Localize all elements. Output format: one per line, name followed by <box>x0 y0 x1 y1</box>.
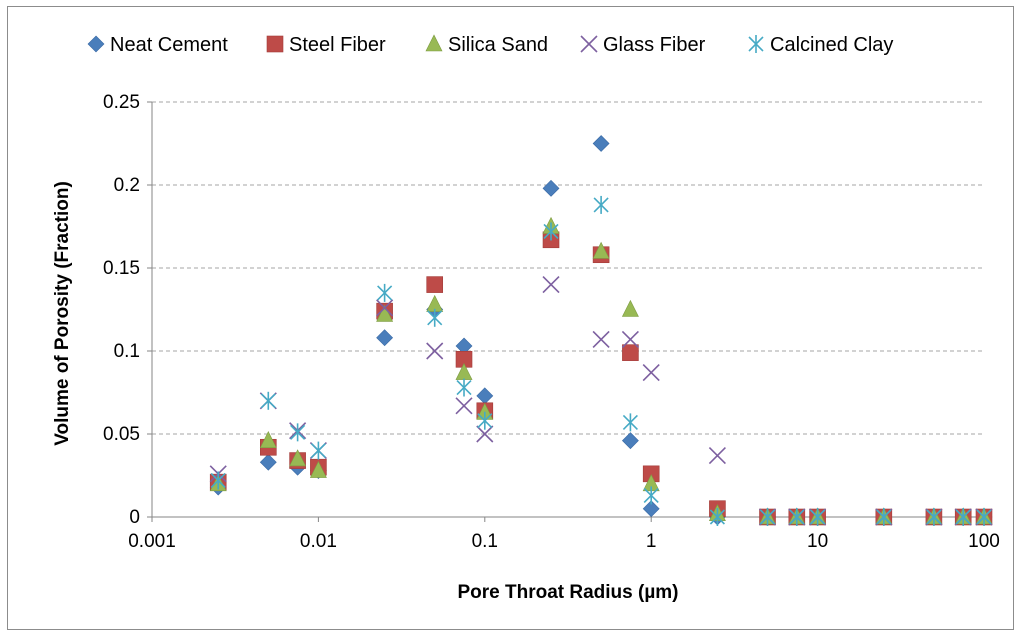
x-tick-label: 10 <box>807 531 828 552</box>
marker-stroke <box>476 425 494 443</box>
data-point <box>592 330 610 348</box>
y-axis-title: Volume of Porosity (Fraction) <box>52 181 73 446</box>
data-point <box>476 387 494 405</box>
series-steel-fiber <box>209 231 993 526</box>
data-point <box>621 432 639 450</box>
data-point <box>789 508 805 526</box>
y-tick-label: 0 <box>129 507 140 528</box>
data-point <box>259 453 277 471</box>
data-point <box>377 283 393 302</box>
series-silica-sand <box>209 216 993 525</box>
legend-marker <box>87 35 105 53</box>
data-point <box>708 447 726 465</box>
y-tick-label: 0.25 <box>103 92 140 113</box>
data-point <box>592 135 610 152</box>
y-tick-label: 0.15 <box>103 258 140 279</box>
data-point <box>376 304 394 322</box>
data-point <box>456 378 472 397</box>
data-point <box>810 508 826 526</box>
data-point <box>542 276 560 294</box>
data-point <box>455 397 473 415</box>
tick-labels: 0 0.05 0.1 0.15 0.2 0.25 0.001 0.01 0.1 1 10 100 <box>103 92 1000 552</box>
marker-stroke <box>592 330 610 348</box>
marker-stroke <box>708 447 726 465</box>
data-point <box>642 500 660 518</box>
x-tick-label: 0.001 <box>128 531 176 552</box>
data-point <box>376 329 394 347</box>
data-point <box>592 241 610 259</box>
legend-label: Calcined Clay <box>770 34 893 56</box>
legend-item: Neat Cement <box>87 34 228 56</box>
data-point <box>642 364 660 382</box>
x-tick-label: 100 <box>968 531 1000 552</box>
data-point <box>289 449 307 467</box>
data-point <box>427 308 443 327</box>
series-calcined-clay <box>210 195 992 526</box>
marker-stroke <box>642 364 660 382</box>
marker-stroke <box>455 397 473 415</box>
data-points <box>209 135 993 526</box>
legend-item: Steel Fiber <box>266 34 386 56</box>
series-glass-fiber <box>209 276 993 526</box>
legend-marker <box>425 34 443 52</box>
data-point <box>622 413 638 432</box>
x-tick-label: 1 <box>646 531 657 552</box>
data-point <box>622 344 639 361</box>
data-point <box>309 460 327 478</box>
series-neat-cement <box>209 135 993 526</box>
data-point <box>426 342 444 360</box>
data-point <box>476 425 494 443</box>
data-point <box>543 222 559 241</box>
data-point <box>955 508 971 526</box>
chart-frame <box>7 6 1014 630</box>
marker-stroke <box>542 276 560 294</box>
data-point <box>426 276 444 293</box>
data-point <box>643 486 659 505</box>
legend-marker <box>580 35 598 53</box>
data-point <box>593 195 609 214</box>
data-point <box>709 508 725 526</box>
legend-label: Steel Fiber <box>289 34 386 56</box>
legend-marker <box>748 35 764 53</box>
marker-stroke <box>621 330 639 348</box>
legend-label: Neat Cement <box>110 34 228 56</box>
legend-item: Glass Fiber <box>580 34 706 56</box>
data-point <box>310 441 326 460</box>
y-tick-label: 0.05 <box>103 424 140 445</box>
data-point <box>876 508 892 526</box>
data-point <box>290 423 306 442</box>
legend-label: Silica Sand <box>448 34 548 56</box>
data-point <box>210 471 226 490</box>
y-tick-label: 0.1 <box>114 341 140 362</box>
marker-stroke <box>426 342 444 360</box>
legend: Neat Cement Steel Fiber Silica Sand Glass F… <box>87 34 893 56</box>
x-tick-label: 0.1 <box>472 531 498 552</box>
data-point <box>542 179 560 197</box>
x-tick-label: 0.01 <box>300 531 337 552</box>
data-point <box>259 430 277 448</box>
legend-label: Glass Fiber <box>603 34 706 56</box>
data-point <box>477 411 493 430</box>
data-point <box>621 330 639 348</box>
data-point <box>976 508 992 526</box>
marker-stroke <box>376 299 394 317</box>
legend-marker <box>266 35 284 53</box>
y-tick-label: 0.2 <box>114 175 140 196</box>
axes <box>147 101 985 522</box>
data-point <box>926 508 942 526</box>
gridlines <box>152 101 984 435</box>
data-point <box>759 508 776 526</box>
data-point <box>376 299 394 317</box>
marker-stroke <box>580 35 598 53</box>
x-axis-title: Pore Throat Radius (µm) <box>457 582 678 603</box>
legend-item: Calcined Clay <box>748 34 893 56</box>
data-point <box>621 299 639 317</box>
legend-item: Silica Sand <box>425 34 548 56</box>
data-point <box>260 391 276 410</box>
